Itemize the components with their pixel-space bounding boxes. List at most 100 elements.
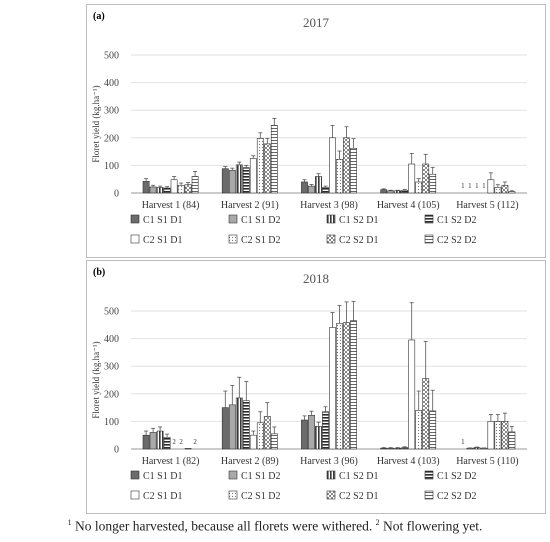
bar — [501, 184, 509, 194]
bar — [315, 176, 322, 194]
chart-panel-2018: (b) 2018 0 100 200 300 400 500 Floret yield (kg.… — [86, 260, 546, 514]
x-tick-label: Harvest 2 (91) — [221, 200, 279, 211]
bar — [408, 163, 416, 194]
bar — [422, 163, 430, 194]
legend-swatch — [130, 490, 140, 500]
x-tick-label: Harvest 2 (89) — [221, 456, 279, 467]
bar — [494, 187, 502, 194]
y-tick-label: 400 — [104, 78, 119, 89]
legend-swatch — [326, 214, 336, 224]
bar — [380, 447, 388, 450]
bar — [156, 430, 164, 450]
bar — [228, 404, 236, 450]
legend-swatch — [326, 470, 336, 480]
y-tick-label: 500 — [104, 307, 119, 318]
y-tick-label: 100 — [104, 417, 119, 428]
chart-title: 2018 — [303, 271, 329, 286]
bar — [142, 181, 150, 194]
legend-swatch — [424, 490, 434, 500]
bar — [429, 410, 437, 450]
panel-label: (b) — [93, 267, 105, 278]
bar — [249, 434, 257, 450]
footnote-mark-1: 1 — [67, 518, 72, 527]
bar — [170, 179, 178, 194]
annotation-mark: 1 — [461, 182, 465, 190]
legend-label: C1 S1 D2 — [241, 471, 280, 482]
y-tick-label: 100 — [104, 161, 119, 172]
bar — [508, 191, 516, 194]
annotation-mark: 1 — [482, 182, 486, 190]
annotation-mark: 2 — [179, 438, 183, 446]
bar — [350, 320, 357, 450]
legend-swatch — [424, 234, 434, 244]
annotation-mark: 1 — [475, 182, 479, 190]
bar — [301, 181, 308, 194]
legend-label: C2 S2 D1 — [339, 235, 378, 246]
bar — [177, 184, 185, 194]
bar — [329, 327, 336, 450]
legend-label: C2 S1 D2 — [241, 235, 280, 246]
bar — [221, 407, 229, 450]
bar — [149, 186, 157, 194]
bar — [142, 434, 150, 450]
bar — [480, 447, 488, 450]
bar — [387, 447, 395, 450]
bar — [263, 143, 271, 194]
annotation-mark: 1 — [468, 182, 472, 190]
footnote-text-2: Not flowering yet. — [379, 518, 483, 534]
bar — [466, 447, 474, 450]
bar — [322, 411, 329, 450]
y-tick-label: 400 — [104, 334, 119, 345]
legend-label: C1 S1 D2 — [241, 215, 280, 226]
bar — [191, 176, 199, 194]
bar — [242, 167, 250, 194]
legend-swatch — [130, 234, 140, 244]
bar — [350, 147, 357, 194]
legend-swatch — [228, 234, 238, 244]
bar — [228, 170, 236, 194]
bar — [508, 431, 516, 450]
bar — [401, 447, 409, 450]
bar — [408, 339, 416, 450]
legend-label: C1 S1 D1 — [143, 471, 182, 482]
bar — [422, 378, 430, 450]
bar — [270, 433, 278, 450]
y-tick-label: 200 — [104, 389, 119, 400]
y-axis-label: Floret yield (kg.ha⁻¹) — [91, 341, 101, 418]
x-tick-label: Harvest 3 (96) — [300, 456, 358, 467]
bar — [184, 184, 192, 194]
panel-label: (a) — [93, 11, 105, 22]
bar — [336, 159, 343, 194]
y-tick-label: 0 — [114, 189, 119, 200]
legend-label: C1 S2 D1 — [339, 471, 378, 482]
bar — [473, 447, 481, 450]
legend-swatch — [228, 470, 238, 480]
bar — [249, 158, 257, 194]
legend-label: C2 S1 D1 — [143, 235, 182, 246]
legend-label: C1 S2 D1 — [339, 215, 378, 226]
bar — [263, 416, 271, 450]
x-tick-label: Harvest 5 (112) — [456, 200, 518, 211]
bar — [415, 410, 423, 450]
legend-swatch — [326, 234, 336, 244]
footnote-mark-2: 2 — [375, 518, 380, 527]
bar — [149, 432, 157, 450]
bar — [343, 322, 350, 450]
legend-label: C2 S2 D2 — [437, 235, 476, 246]
bar — [308, 185, 315, 194]
annotation-mark: 2 — [172, 438, 176, 446]
bar — [322, 187, 329, 194]
legend-swatch — [326, 490, 336, 500]
legend-swatch — [130, 470, 140, 480]
annotation-mark: 1 — [461, 438, 465, 446]
legend-swatch — [130, 214, 140, 224]
chart-title: 2017 — [303, 15, 330, 30]
y-axis-label: Floret yield (kg.ha⁻¹) — [91, 85, 101, 162]
bar — [387, 190, 395, 194]
bar — [394, 190, 402, 194]
bar — [380, 189, 388, 194]
legend-label: C1 S2 D2 — [437, 471, 476, 482]
legend-swatch — [228, 490, 238, 500]
bar — [256, 138, 264, 194]
y-tick-label: 300 — [104, 362, 119, 373]
